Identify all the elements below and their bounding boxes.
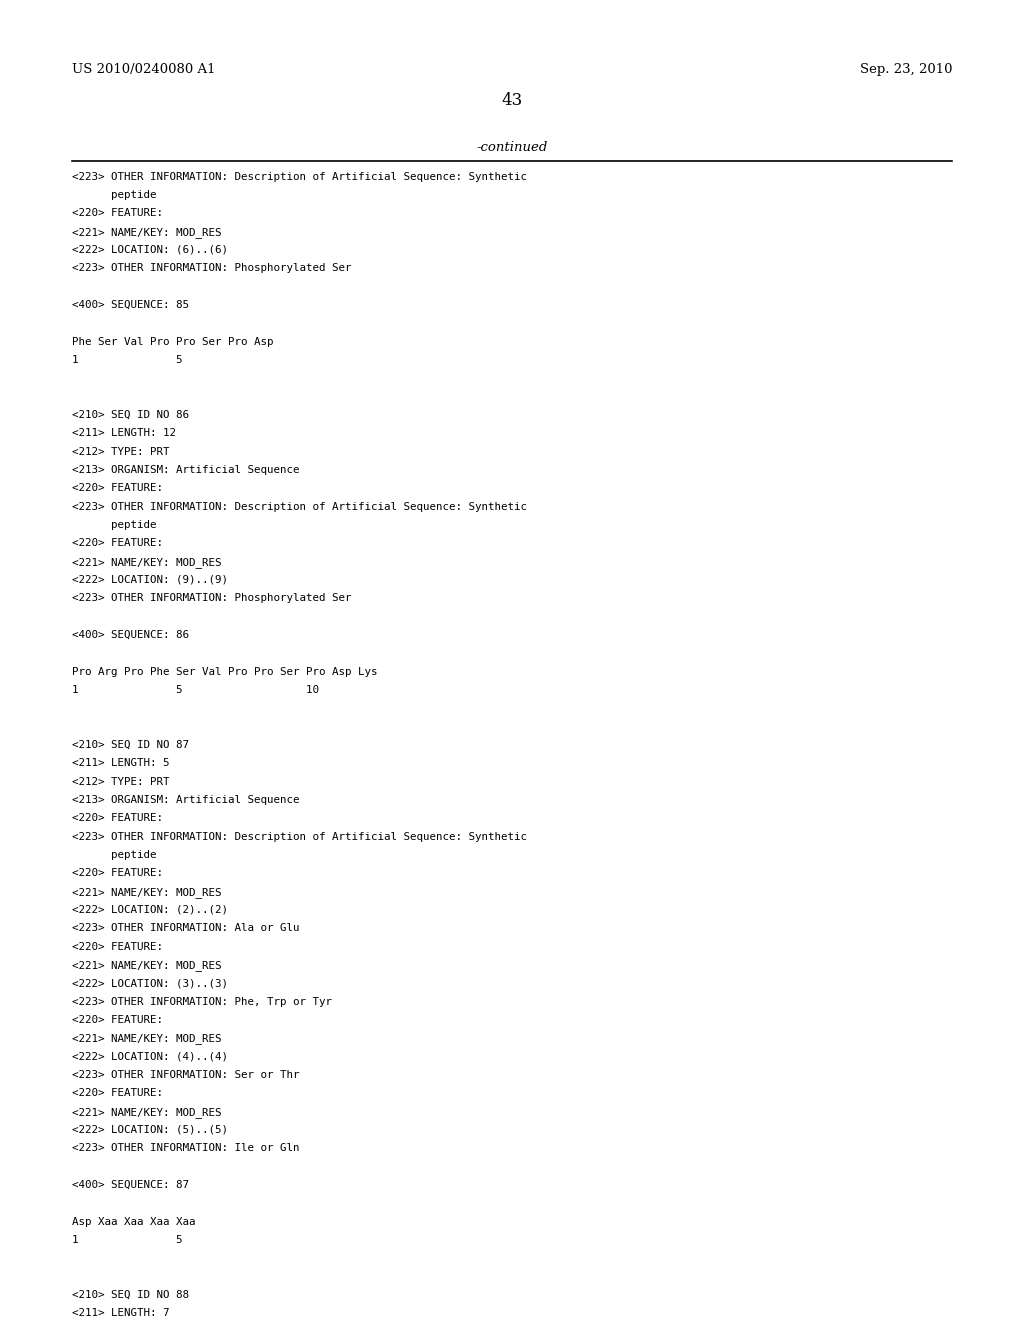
- Text: <220> FEATURE:: <220> FEATURE:: [72, 539, 163, 548]
- Text: <220> FEATURE:: <220> FEATURE:: [72, 813, 163, 824]
- Text: <213> ORGANISM: Artificial Sequence: <213> ORGANISM: Artificial Sequence: [72, 465, 299, 475]
- Text: <212> TYPE: PRT: <212> TYPE: PRT: [72, 776, 169, 787]
- Text: <212> TYPE: PRT: <212> TYPE: PRT: [72, 446, 169, 457]
- Text: <210> SEQ ID NO 87: <210> SEQ ID NO 87: [72, 741, 188, 750]
- Text: <221> NAME/KEY: MOD_RES: <221> NAME/KEY: MOD_RES: [72, 1034, 221, 1044]
- Text: 1               5: 1 5: [72, 1236, 182, 1245]
- Text: US 2010/0240080 A1: US 2010/0240080 A1: [72, 63, 215, 77]
- Text: <400> SEQUENCE: 86: <400> SEQUENCE: 86: [72, 630, 188, 640]
- Text: <220> FEATURE:: <220> FEATURE:: [72, 1088, 163, 1098]
- Text: <213> ORGANISM: Artificial Sequence: <213> ORGANISM: Artificial Sequence: [72, 795, 299, 805]
- Text: 1               5: 1 5: [72, 355, 182, 364]
- Text: <221> NAME/KEY: MOD_RES: <221> NAME/KEY: MOD_RES: [72, 557, 221, 568]
- Text: <220> FEATURE:: <220> FEATURE:: [72, 869, 163, 878]
- Text: Sep. 23, 2010: Sep. 23, 2010: [860, 63, 952, 77]
- Text: <221> NAME/KEY: MOD_RES: <221> NAME/KEY: MOD_RES: [72, 887, 221, 898]
- Text: Phe Ser Val Pro Pro Ser Pro Asp: Phe Ser Val Pro Pro Ser Pro Asp: [72, 337, 273, 347]
- Text: <211> LENGTH: 7: <211> LENGTH: 7: [72, 1308, 169, 1319]
- Text: <210> SEQ ID NO 86: <210> SEQ ID NO 86: [72, 411, 188, 420]
- Text: <223> OTHER INFORMATION: Phe, Trp or Tyr: <223> OTHER INFORMATION: Phe, Trp or Tyr: [72, 997, 332, 1007]
- Text: <220> FEATURE:: <220> FEATURE:: [72, 483, 163, 494]
- Text: <220> FEATURE:: <220> FEATURE:: [72, 941, 163, 952]
- Text: peptide: peptide: [72, 190, 157, 199]
- Text: <223> OTHER INFORMATION: Phosphorylated Ser: <223> OTHER INFORMATION: Phosphorylated …: [72, 593, 351, 603]
- Text: <220> FEATURE:: <220> FEATURE:: [72, 209, 163, 218]
- Text: <222> LOCATION: (4)..(4): <222> LOCATION: (4)..(4): [72, 1052, 227, 1061]
- Text: peptide: peptide: [72, 520, 157, 529]
- Text: 43: 43: [502, 92, 522, 110]
- Text: Asp Xaa Xaa Xaa Xaa: Asp Xaa Xaa Xaa Xaa: [72, 1217, 196, 1226]
- Text: <400> SEQUENCE: 87: <400> SEQUENCE: 87: [72, 1180, 188, 1189]
- Text: <400> SEQUENCE: 85: <400> SEQUENCE: 85: [72, 300, 188, 310]
- Text: <222> LOCATION: (9)..(9): <222> LOCATION: (9)..(9): [72, 576, 227, 585]
- Text: <223> OTHER INFORMATION: Description of Artificial Sequence: Synthetic: <223> OTHER INFORMATION: Description of …: [72, 502, 526, 512]
- Text: <223> OTHER INFORMATION: Ala or Glu: <223> OTHER INFORMATION: Ala or Glu: [72, 923, 299, 933]
- Text: 1               5                   10: 1 5 10: [72, 685, 318, 694]
- Text: Pro Arg Pro Phe Ser Val Pro Pro Ser Pro Asp Lys: Pro Arg Pro Phe Ser Val Pro Pro Ser Pro …: [72, 667, 377, 677]
- Text: peptide: peptide: [72, 850, 157, 859]
- Text: <211> LENGTH: 12: <211> LENGTH: 12: [72, 428, 176, 438]
- Text: <210> SEQ ID NO 88: <210> SEQ ID NO 88: [72, 1290, 188, 1300]
- Text: <223> OTHER INFORMATION: Phosphorylated Ser: <223> OTHER INFORMATION: Phosphorylated …: [72, 263, 351, 273]
- Text: <222> LOCATION: (2)..(2): <222> LOCATION: (2)..(2): [72, 906, 227, 915]
- Text: <223> OTHER INFORMATION: Description of Artificial Sequence: Synthetic: <223> OTHER INFORMATION: Description of …: [72, 172, 526, 182]
- Text: <221> NAME/KEY: MOD_RES: <221> NAME/KEY: MOD_RES: [72, 960, 221, 970]
- Text: <211> LENGTH: 5: <211> LENGTH: 5: [72, 758, 169, 768]
- Text: <223> OTHER INFORMATION: Ser or Thr: <223> OTHER INFORMATION: Ser or Thr: [72, 1071, 299, 1080]
- Text: <222> LOCATION: (6)..(6): <222> LOCATION: (6)..(6): [72, 246, 227, 255]
- Text: <221> NAME/KEY: MOD_RES: <221> NAME/KEY: MOD_RES: [72, 227, 221, 238]
- Text: <220> FEATURE:: <220> FEATURE:: [72, 1015, 163, 1024]
- Text: <222> LOCATION: (3)..(3): <222> LOCATION: (3)..(3): [72, 978, 227, 989]
- Text: <223> OTHER INFORMATION: Description of Artificial Sequence: Synthetic: <223> OTHER INFORMATION: Description of …: [72, 832, 526, 842]
- Text: -continued: -continued: [476, 141, 548, 154]
- Text: <223> OTHER INFORMATION: Ile or Gln: <223> OTHER INFORMATION: Ile or Gln: [72, 1143, 299, 1154]
- Text: <222> LOCATION: (5)..(5): <222> LOCATION: (5)..(5): [72, 1125, 227, 1135]
- Text: <221> NAME/KEY: MOD_RES: <221> NAME/KEY: MOD_RES: [72, 1106, 221, 1118]
